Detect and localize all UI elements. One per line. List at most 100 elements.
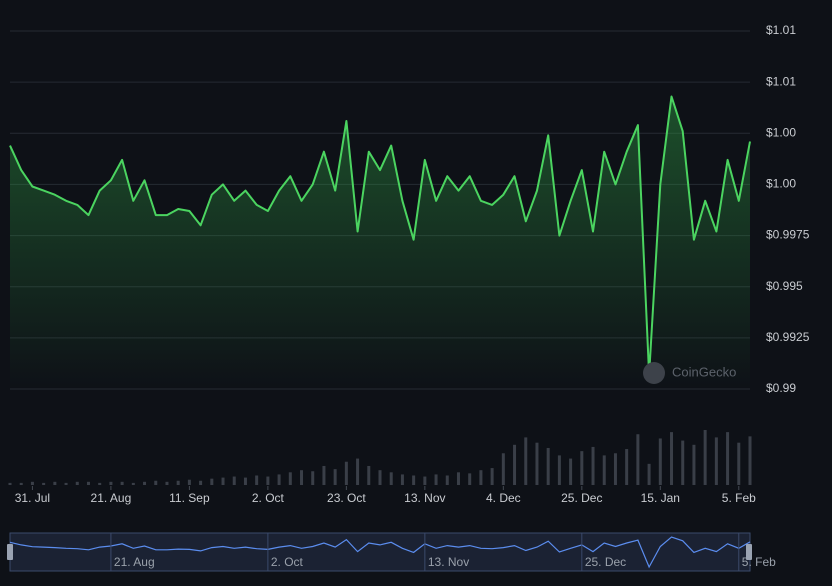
volume-bar [445, 475, 449, 485]
x-tick-label: 4. Dec [486, 491, 521, 505]
volume-bar [501, 453, 505, 485]
watermark: CoinGecko [643, 362, 736, 384]
volume-bar [176, 480, 180, 485]
x-tick-label: 23. Oct [327, 491, 366, 505]
volume-bar [322, 465, 326, 485]
volume-bar [546, 447, 550, 485]
volume-bar [165, 481, 169, 485]
volume-bar [748, 436, 752, 485]
volume-bar [636, 434, 640, 485]
navigator-tick-label: 13. Nov [428, 555, 469, 569]
volume-bar [613, 453, 617, 485]
volume-bar [243, 477, 247, 485]
volume-bar [557, 455, 561, 485]
x-tick-label: 31. Jul [15, 491, 50, 505]
volume-bar [300, 470, 304, 485]
navigator-line [9, 536, 751, 569]
navigator-box[interactable] [9, 532, 751, 572]
volume-bar [311, 471, 315, 485]
volume-bar [53, 481, 57, 485]
volume-bar [131, 482, 135, 485]
x-tick-label: 13. Nov [404, 491, 445, 505]
volume-bar [154, 480, 158, 485]
volume-bar [277, 474, 281, 485]
volume-bar [681, 440, 685, 485]
y-tick-label: $1.00 [766, 177, 796, 191]
volume-bar [423, 476, 427, 485]
volume-bar [199, 480, 203, 485]
volume-bar [64, 482, 68, 485]
volume-bar [602, 455, 606, 485]
navigator: 21. Aug 2. Oct 13. Nov 25. Dec 5. Feb [9, 533, 776, 571]
navigator-tick-label: 2. Oct [271, 555, 304, 569]
volume-bar [143, 481, 147, 485]
volume-bar [356, 458, 360, 485]
y-tick-label: $0.995 [766, 279, 803, 293]
volume-bar [266, 476, 270, 485]
volume-bar [367, 465, 371, 485]
volume-bar [288, 472, 292, 485]
volume-bar [210, 478, 214, 485]
y-tick-label: $0.9975 [766, 228, 810, 242]
volume-bar [221, 477, 225, 485]
volume-bar [692, 444, 696, 485]
volume-bar [109, 481, 113, 485]
volume-bar [703, 430, 707, 485]
navigator-tick-label: 25. Dec [585, 555, 626, 569]
volume-bar [490, 468, 494, 485]
volume-bar [434, 474, 438, 485]
volume-bar [670, 432, 674, 485]
navigator-handle[interactable] [746, 544, 752, 560]
x-tick-label: 11. Sep [169, 491, 210, 505]
volume-bar [468, 473, 472, 485]
volume-bar [535, 442, 539, 485]
volume-bar [591, 446, 595, 485]
y-tick-label: $1.00 [766, 125, 796, 139]
volume-bar [569, 458, 573, 485]
volume-bar [714, 437, 718, 485]
volume-bar [726, 432, 730, 485]
volume-bar [479, 470, 483, 485]
x-tick-label: 5. Feb [722, 491, 756, 505]
x-tick-label: 15. Jan [641, 491, 680, 505]
price-area [10, 96, 750, 389]
volume-bar [344, 461, 348, 485]
x-tick-label: 2. Oct [252, 491, 285, 505]
volume-bar [120, 481, 124, 485]
volume-bar [524, 437, 528, 485]
y-tick-label: $1.01 [766, 74, 796, 88]
volume-bar [378, 470, 382, 485]
y-tick-label: $1.01 [766, 23, 796, 37]
plot [9, 95, 751, 389]
volume-bar [86, 481, 90, 485]
volume-bar [456, 472, 460, 485]
volume-bar [333, 469, 337, 485]
volume-bar [412, 475, 416, 485]
watermark-text: CoinGecko [672, 364, 736, 379]
price-line [9, 95, 751, 376]
navigator-tick-label: 21. Aug [114, 555, 155, 569]
volume-bar [513, 444, 517, 485]
volume [8, 430, 752, 485]
volume-bar [187, 479, 191, 485]
volume-bar [19, 482, 23, 485]
volume-bar [42, 482, 46, 485]
navigator-handle[interactable] [7, 544, 13, 560]
y-tick-label: $0.9925 [766, 330, 810, 344]
volume-bar [30, 481, 34, 485]
volume-bar [389, 472, 393, 485]
volume-bar [580, 451, 584, 485]
x-tick-label: 21. Aug [91, 491, 132, 505]
watermark-logo [643, 362, 665, 384]
y-tick-label: $0.99 [766, 381, 796, 395]
volume-bar [232, 476, 236, 485]
volume-bar [737, 442, 741, 485]
volume-bar [647, 463, 651, 485]
x-tick-label: 25. Dec [561, 491, 602, 505]
volume-bar [400, 474, 404, 485]
volume-bar [75, 481, 79, 485]
volume-bar [8, 482, 12, 485]
volume-bar [255, 475, 259, 485]
